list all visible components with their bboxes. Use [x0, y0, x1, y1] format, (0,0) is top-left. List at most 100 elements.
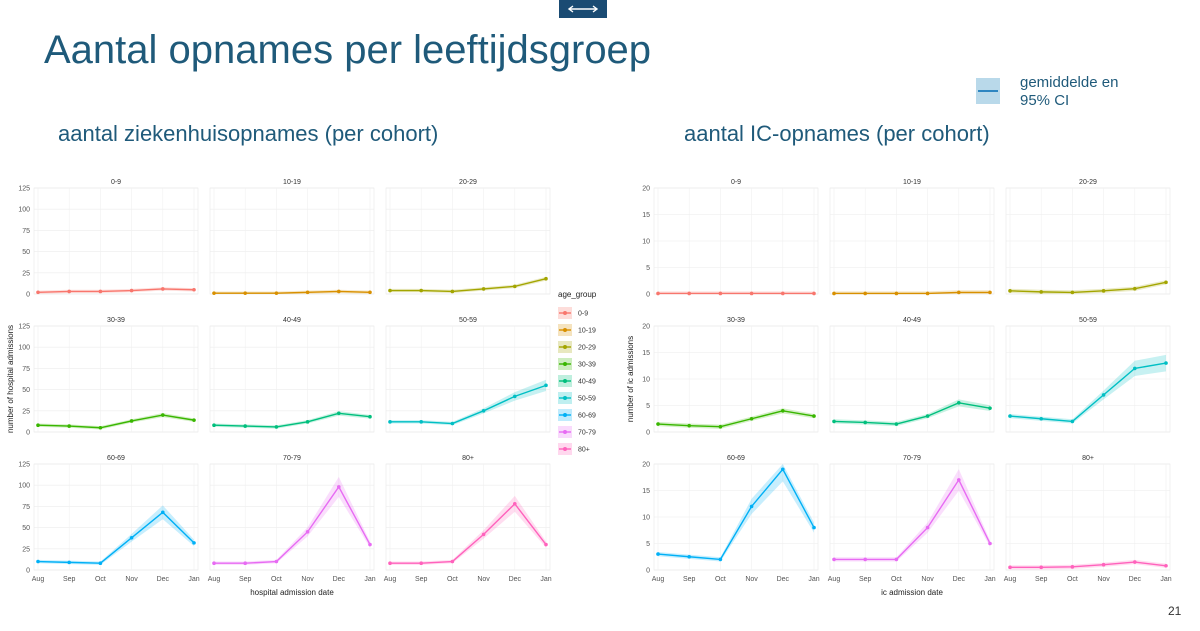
facet-panel: [33, 187, 199, 295]
y-tick-label: 20: [642, 462, 650, 469]
series-line-80-: [1010, 561, 1167, 569]
y-tick-label: 50: [22, 525, 30, 532]
y-tick-label: 5: [646, 541, 650, 548]
x-tick-label: Sep: [63, 576, 76, 583]
y-tick-label: 125: [18, 462, 30, 469]
y-tick-label: 75: [22, 366, 30, 373]
data-point-10-19: [212, 291, 216, 295]
data-point-70-79: [337, 485, 341, 489]
y-tick-label: 0: [26, 292, 30, 299]
facet-10-19: 10-19: [209, 179, 375, 295]
mean-ci-legend: gemiddelde en 95% CI: [976, 74, 1156, 114]
facet-60-69: 60-69 0 25 50 75 100 125 Aug Sep Oct Nov Dec Jan: [18, 455, 199, 583]
x-tick-label: Jan: [984, 576, 995, 583]
slide-title: Aantal opnames per leeftijdsgroep: [44, 28, 652, 72]
y-tick-label: 10: [642, 239, 650, 246]
legend-item-label: 40-49: [578, 379, 596, 386]
ic-chart-subtitle: aantal IC-opnames (per cohort): [684, 121, 990, 146]
facet-strip-label: 60-69: [107, 455, 125, 462]
series-line-40-49: [833, 402, 991, 425]
data-point-50-59: [388, 420, 392, 424]
data-point-50-59: [450, 421, 455, 426]
data-point-60-69: [718, 557, 723, 562]
data-point-40-49: [368, 414, 372, 419]
legend-point: [563, 311, 567, 315]
x-tick-label: Sep: [859, 576, 872, 583]
x-tick-label: Nov: [125, 576, 138, 583]
data-point-70-79: [988, 541, 992, 546]
y-tick-label: 50: [22, 249, 30, 256]
legend-point: [563, 362, 567, 366]
x-tick-label: Dec: [333, 576, 346, 583]
data-point-60-69: [749, 504, 754, 509]
legend-point: [563, 447, 567, 451]
y-tick-label: 25: [22, 270, 30, 277]
x-tick-label: Dec: [1129, 576, 1142, 583]
x-tick-label: Aug: [208, 576, 221, 583]
data-point-30-39: [36, 423, 40, 428]
data-point-30-39: [98, 425, 103, 430]
data-point-0-9: [687, 291, 691, 296]
data-point-70-79: [212, 561, 216, 566]
ci-band-50-59: [390, 379, 546, 426]
data-point-0-9: [781, 291, 785, 296]
data-point-10-19: [832, 291, 836, 296]
data-point-30-39: [161, 413, 165, 417]
x-tick-label: Dec: [509, 576, 522, 583]
data-point-30-39: [781, 409, 785, 413]
x-tick-label: Oct: [95, 576, 106, 583]
facet-strip-label: 0-9: [111, 179, 121, 186]
y-axis-label: number of ic admissions: [626, 336, 635, 422]
data-point-30-39: [656, 422, 660, 426]
data-point-20-29: [1101, 289, 1106, 293]
data-point-0-9: [656, 291, 660, 296]
ci-legend-line2: 95% CI: [1020, 92, 1070, 109]
ci-band-50-59: [1010, 354, 1166, 424]
data-point-70-79: [894, 557, 899, 562]
data-point-10-19: [337, 289, 341, 294]
series-line-40-49: [213, 412, 371, 428]
legend-item-label: 50-59: [578, 396, 596, 403]
data-point-60-69: [812, 525, 816, 530]
data-point-40-49: [894, 422, 899, 426]
page-number: 21: [1168, 604, 1182, 618]
data-point-40-49: [274, 425, 279, 429]
series-line-60-69: [37, 511, 195, 564]
data-point-60-69: [161, 510, 165, 515]
data-point-30-39: [192, 418, 196, 422]
data-point-80-: [1133, 560, 1137, 564]
series-line-30-39: [657, 410, 815, 428]
x-tick-label: Sep: [239, 576, 252, 583]
data-point-20-29: [1039, 290, 1043, 294]
data-point-60-69: [98, 561, 103, 566]
data-point-40-49: [212, 423, 216, 428]
facet-strip-label: 50-59: [1079, 317, 1097, 324]
data-point-20-29: [544, 276, 548, 281]
data-point-60-69: [687, 554, 691, 559]
hospital-admissions-chart: 0-9 0 25 50 75 100 125 10-19 20-29 30-39 0 25 50 75 10…: [6, 179, 597, 597]
data-point-70-79: [863, 557, 867, 562]
hospital-chart-subtitle: aantal ziekenhuisopnames (per cohort): [58, 121, 439, 146]
y-tick-label: 20: [642, 324, 650, 331]
data-point-50-59: [513, 394, 517, 399]
facet-strip-label: 70-79: [283, 455, 301, 462]
facet-30-39: 30-39 0 25 50 75 100 125: [18, 317, 199, 437]
x-tick-label: Jan: [188, 576, 199, 583]
facet-10-19: 10-19: [829, 179, 995, 296]
data-point-20-29: [1133, 286, 1137, 291]
legend-item-label: 80+: [578, 447, 590, 454]
data-point-0-9: [36, 290, 40, 295]
legend-point: [563, 379, 567, 383]
data-point-0-9: [718, 291, 723, 296]
facet-panel: [33, 325, 199, 433]
x-tick-label: Jan: [1160, 576, 1171, 583]
y-tick-label: 5: [646, 265, 650, 272]
x-tick-label: Dec: [157, 576, 170, 583]
x-tick-label: Jan: [364, 576, 375, 583]
data-point-60-69: [129, 535, 134, 540]
x-tick-label: Oct: [715, 576, 726, 583]
facet-strip-label: 40-49: [283, 317, 301, 324]
series-line-20-29: [390, 278, 547, 293]
data-point-30-39: [718, 424, 723, 429]
facet-strip-label: 20-29: [459, 179, 477, 186]
